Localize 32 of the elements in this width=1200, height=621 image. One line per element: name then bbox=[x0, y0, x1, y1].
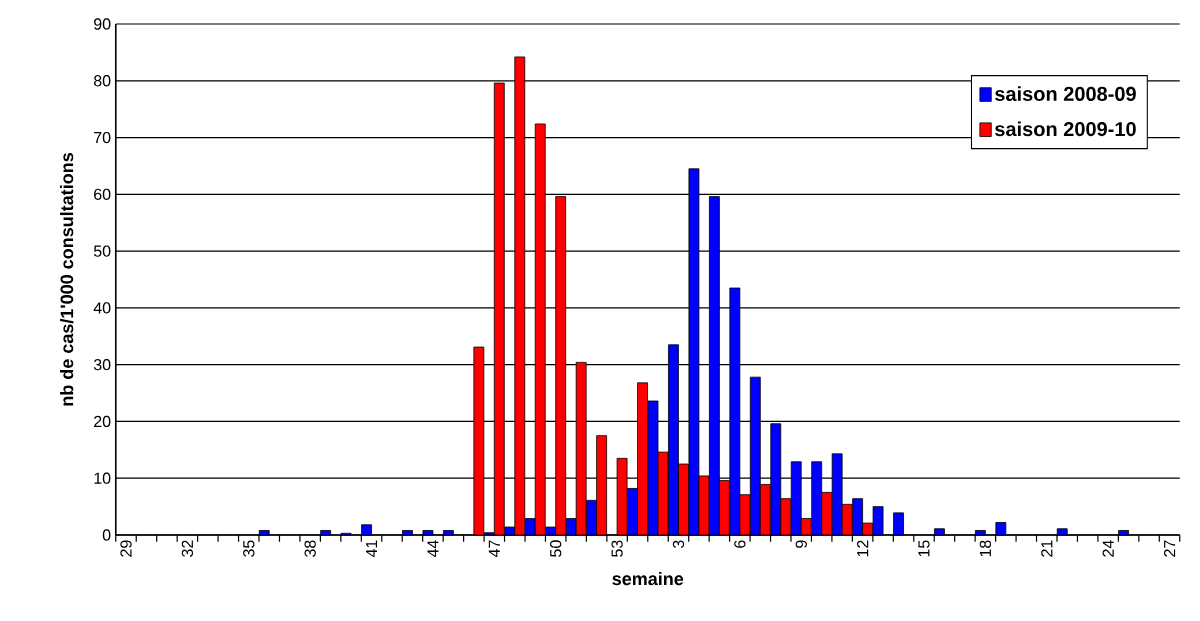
x-tick-label: 27 bbox=[1163, 540, 1176, 557]
y-tick-label: 60 bbox=[94, 188, 111, 200]
y-tick-label: 10 bbox=[94, 472, 111, 484]
x-tick-label: 35 bbox=[243, 540, 255, 557]
y-tick-label: 90 bbox=[94, 18, 111, 30]
legend-label: saison 2009-10 bbox=[995, 121, 1136, 137]
x-tick-label: 6 bbox=[734, 540, 746, 548]
x-tick-label: 18 bbox=[979, 540, 992, 557]
y-tick-label: 0 bbox=[102, 529, 111, 541]
x-tick-label: 21 bbox=[1041, 540, 1053, 557]
x-tick-label: 41 bbox=[366, 540, 378, 558]
y-tick-label: 30 bbox=[93, 359, 111, 371]
y-tick-label: 80 bbox=[93, 75, 111, 87]
x-tick-label: 47 bbox=[488, 540, 500, 558]
x-tick-label: 9 bbox=[795, 540, 807, 548]
x-tick-label: 24 bbox=[1102, 540, 1114, 557]
x-tick-label: 32 bbox=[181, 540, 194, 557]
x-tick-label: 50 bbox=[550, 540, 562, 557]
y-axis-title: nb de cas/1'000 consultations bbox=[60, 153, 74, 406]
x-tick-label: 29 bbox=[120, 540, 132, 557]
x-tick-label: 15 bbox=[918, 540, 930, 557]
legend-label: saison 2008-09 bbox=[995, 86, 1136, 101]
x-tick-label: 44 bbox=[427, 540, 439, 558]
x-axis-title: semaine bbox=[612, 571, 684, 586]
y-tick-label: 50 bbox=[93, 245, 111, 257]
y-tick-label: 20 bbox=[94, 415, 111, 428]
y-tick-label: 40 bbox=[93, 302, 111, 314]
x-tick-label: 38 bbox=[304, 540, 316, 557]
x-tick-label: 12 bbox=[857, 540, 869, 557]
x-tick-label: 3 bbox=[672, 540, 685, 548]
y-tick-label: 70 bbox=[94, 131, 111, 144]
x-tick-label: 53 bbox=[611, 540, 623, 557]
